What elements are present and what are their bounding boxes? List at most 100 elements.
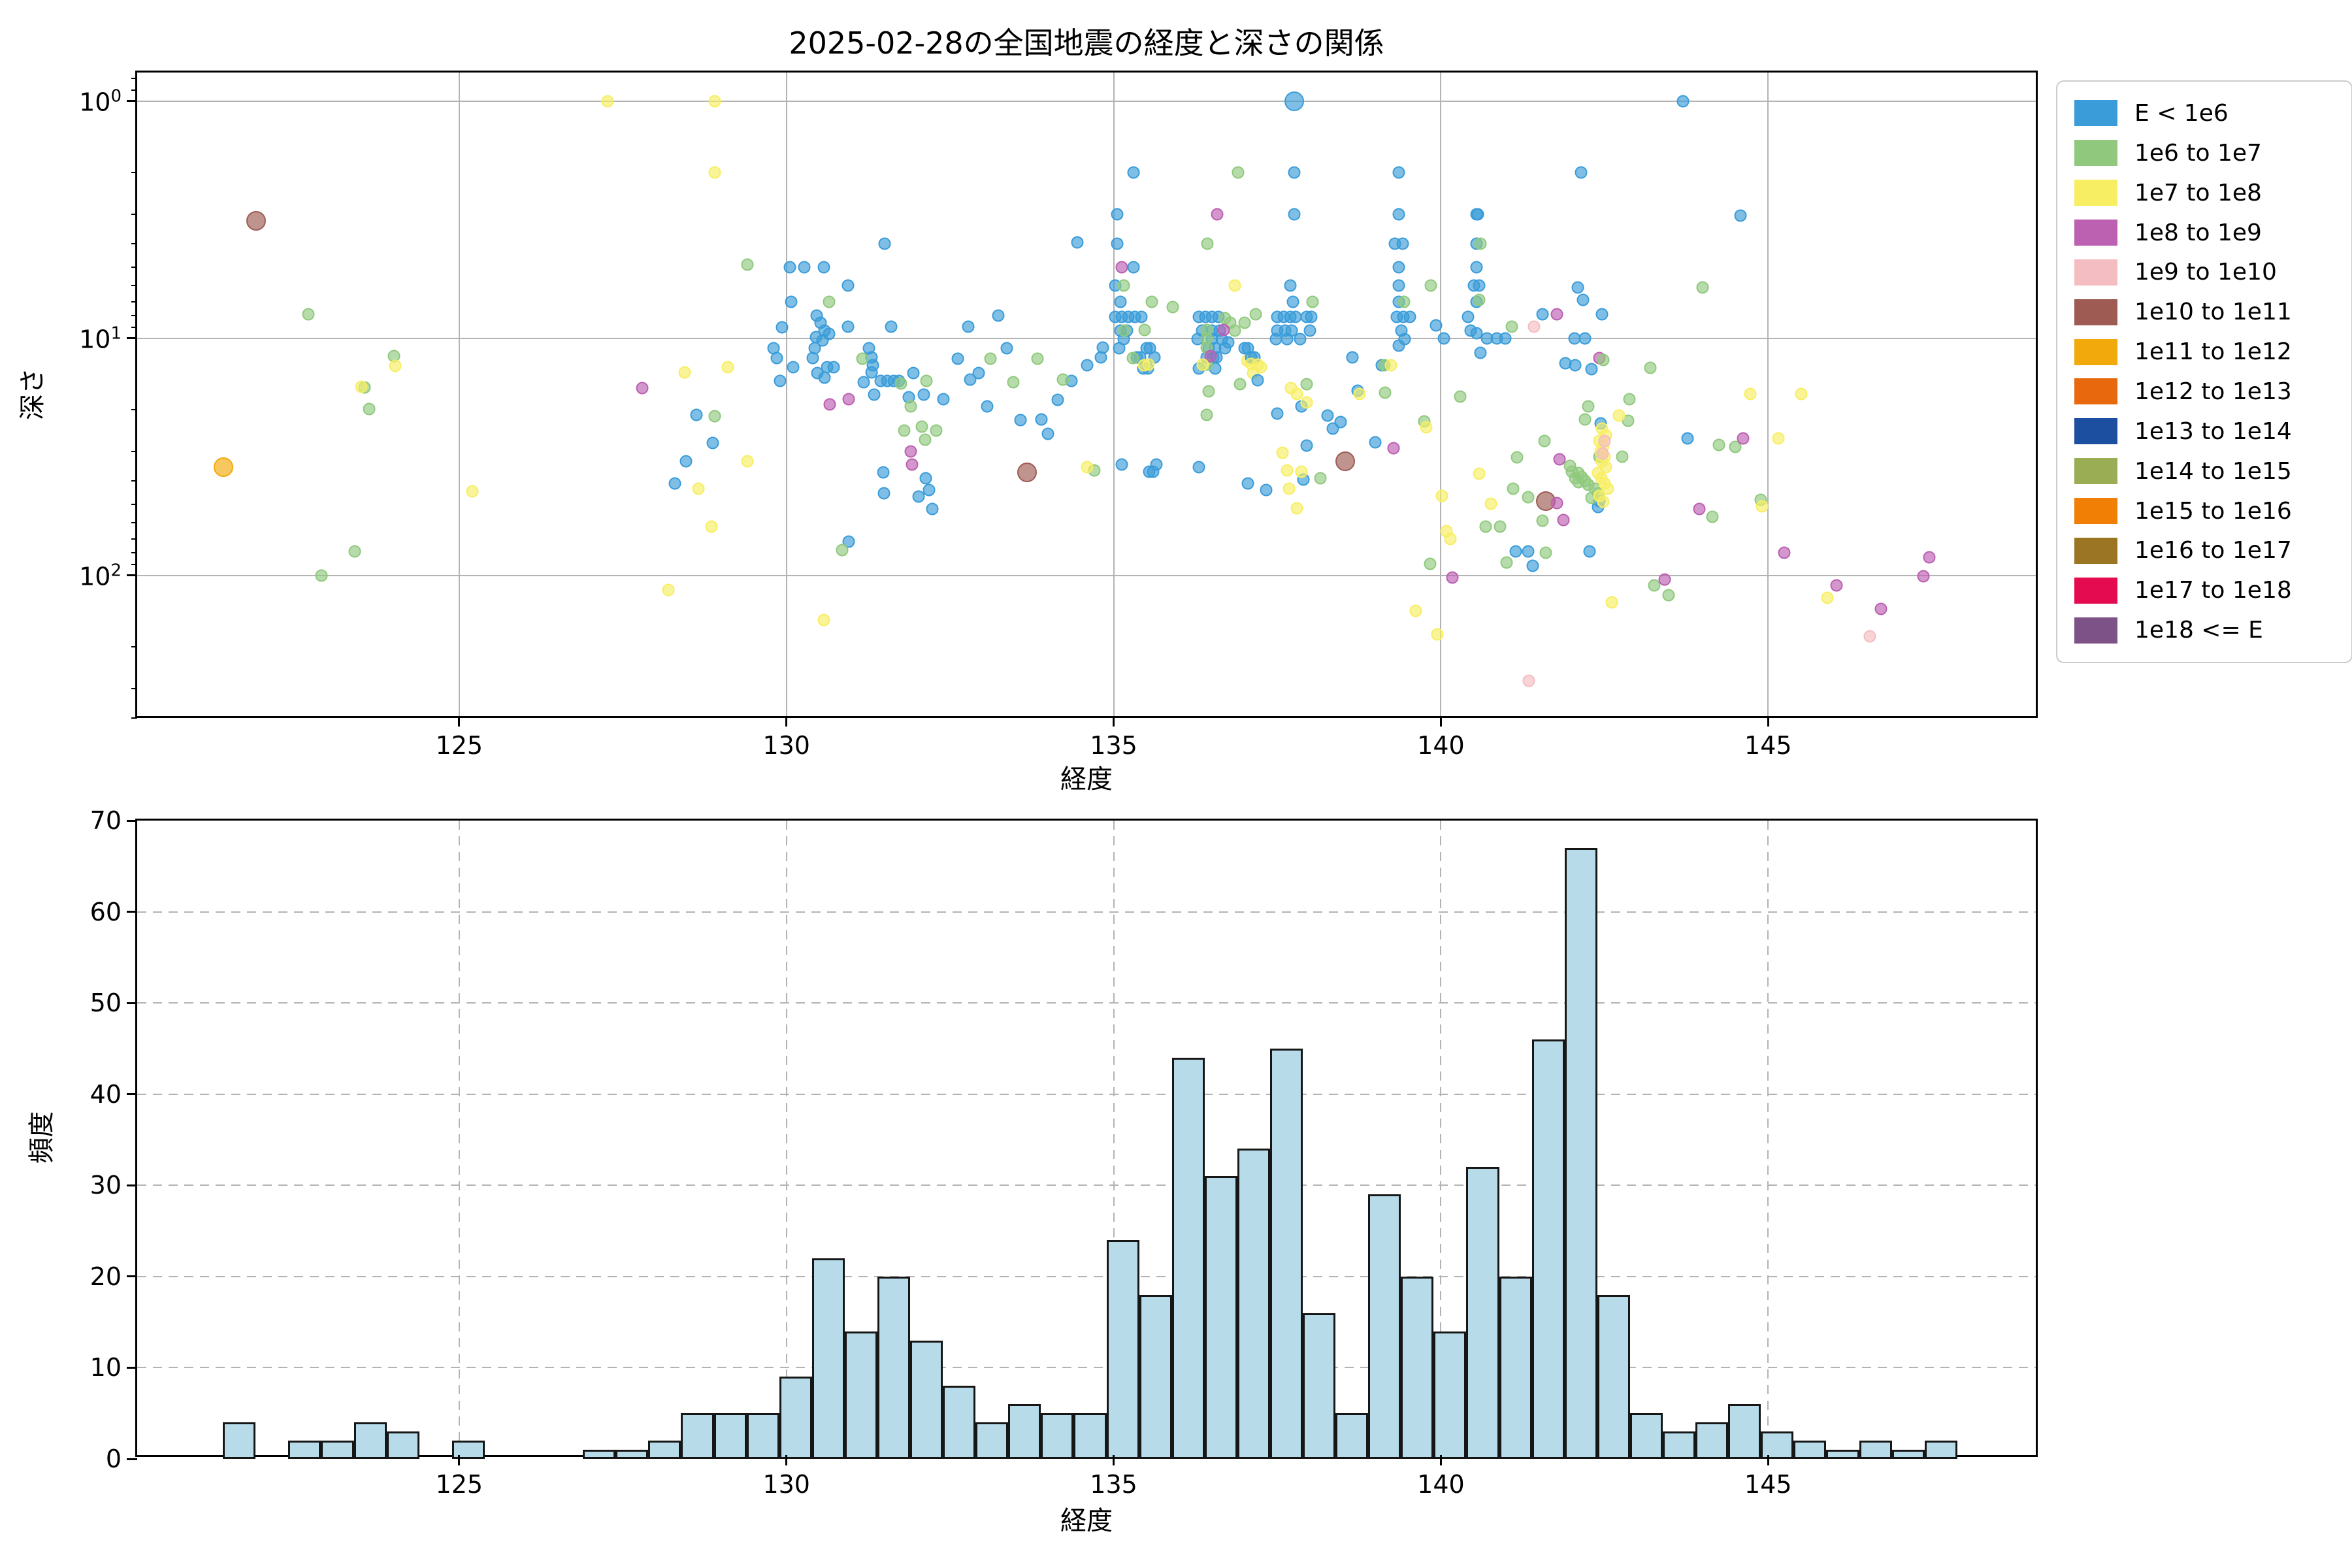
scatter-y-minor-tick [131, 538, 137, 540]
scatter-point [1569, 359, 1582, 372]
legend-entry-label: 1e18 <= E [2134, 617, 2263, 644]
histogram-bar [681, 1413, 714, 1459]
histogram-bar [1597, 1294, 1630, 1459]
scatter-point [1601, 482, 1614, 495]
scatter-point [1507, 482, 1520, 495]
scatter-x-tick [1113, 716, 1115, 727]
scatter-point [1353, 387, 1366, 400]
histogram-gridline-x [785, 821, 787, 1455]
scatter-point [1821, 591, 1834, 604]
legend-color-patch [2074, 140, 2117, 167]
scatter-point [817, 613, 830, 627]
scatter-x-tick-label: 125 [435, 731, 483, 760]
scatter-point [1138, 323, 1151, 336]
scatter-point [1145, 295, 1158, 308]
scatter-point [1830, 579, 1843, 592]
scatter-point [1494, 520, 1507, 533]
scatter-point [1536, 514, 1549, 527]
scatter-point [818, 371, 831, 384]
legend-entry: 1e6 to 1e7 [2074, 133, 2334, 173]
scatter-point [1597, 353, 1610, 367]
scatter-point [1126, 351, 1139, 365]
scatter-y-tick [127, 100, 137, 103]
scatter-x-tick [458, 716, 461, 727]
histogram-bar [1924, 1441, 1957, 1459]
legend-color-patch [2074, 577, 2117, 604]
scatter-point [1241, 477, 1254, 490]
scatter-point [1201, 237, 1214, 250]
histogram-bar [1663, 1431, 1696, 1459]
histogram-bar [386, 1431, 419, 1459]
scatter-point [836, 544, 849, 557]
legend-entry-label: E < 1e6 [2134, 99, 2229, 127]
scatter-point [1300, 439, 1313, 452]
scatter-point [1734, 209, 1747, 222]
scatter-point [1111, 237, 1124, 250]
legend-color-patch [2074, 100, 2117, 127]
scatter-point [1612, 409, 1625, 422]
scatter-point [827, 361, 840, 374]
scatter-point [1035, 413, 1048, 425]
legend: E < 1e6 1e6 to 1e7 1e7 to 1e8 1e8 to 1e9 1e9… [2056, 80, 2352, 663]
legend-color-patch [2074, 338, 2117, 365]
scatter-point [1196, 358, 1209, 371]
scatter-point [1081, 359, 1094, 372]
scatter-point [972, 367, 985, 380]
scatter-point [1527, 320, 1541, 333]
scatter-point [1233, 378, 1247, 391]
histogram-bar [1008, 1404, 1041, 1459]
scatter-y-minor-tick [131, 480, 137, 482]
legend-color-patch [2074, 418, 2117, 445]
scatter-point [798, 261, 811, 274]
scatter-x-tick [785, 716, 788, 727]
scatter-point [1251, 374, 1264, 387]
legend-entry: 1e15 to 1e16 [2074, 491, 2334, 531]
scatter-point [1585, 363, 1598, 376]
scatter-point [1522, 674, 1535, 687]
legend-entry: 1e9 to 1e10 [2074, 252, 2334, 292]
scatter-point [1596, 447, 1609, 460]
histogram-bar [943, 1386, 976, 1459]
scatter-point [668, 477, 681, 490]
scatter-point [856, 352, 869, 365]
scatter-point [1288, 208, 1301, 221]
histogram-bar [1335, 1413, 1369, 1459]
scatter-point [1500, 556, 1513, 569]
scatter-y-tick-label: 102 [79, 561, 122, 591]
scatter-point [770, 351, 783, 365]
scatter-point [1874, 602, 1887, 615]
scatter-point [1429, 319, 1443, 332]
histogram-bar [1466, 1167, 1499, 1459]
histogram-bar [223, 1422, 256, 1459]
scatter-point [823, 295, 836, 308]
scatter-gridline-y [137, 574, 2036, 576]
histogram-bar [844, 1331, 877, 1459]
scatter-point [721, 361, 734, 374]
scatter-point [915, 420, 928, 433]
scatter-point [1772, 432, 1785, 445]
scatter-point [907, 367, 920, 380]
histogram-bar [746, 1413, 779, 1459]
scatter-point [1681, 432, 1694, 445]
histogram-x-tick [458, 1455, 461, 1465]
histogram-y-tick-label: 10 [90, 1353, 122, 1382]
scatter-point [1135, 310, 1148, 323]
legend-entry-label: 1e10 to 1e11 [2134, 299, 2292, 326]
scatter-point [1658, 573, 1671, 586]
scatter-point [1387, 442, 1400, 455]
scatter-gridline-y [137, 100, 2036, 102]
histogram-x-tick-label: 140 [1417, 1470, 1465, 1499]
scatter-point [1550, 308, 1563, 321]
scatter-point [1522, 545, 1535, 558]
scatter-point [823, 327, 836, 340]
legend-entry: 1e8 to 1e9 [2074, 213, 2334, 253]
scatter-point [1471, 208, 1484, 221]
histogram-x-tick [1767, 1455, 1769, 1465]
scatter-point [962, 320, 975, 333]
histogram-bar [975, 1422, 1009, 1459]
histogram-bar [583, 1450, 616, 1459]
scatter-point [1437, 332, 1450, 345]
scatter-point [823, 398, 836, 411]
scatter-point [1202, 385, 1215, 398]
legend-entry: E < 1e6 [2074, 93, 2334, 133]
